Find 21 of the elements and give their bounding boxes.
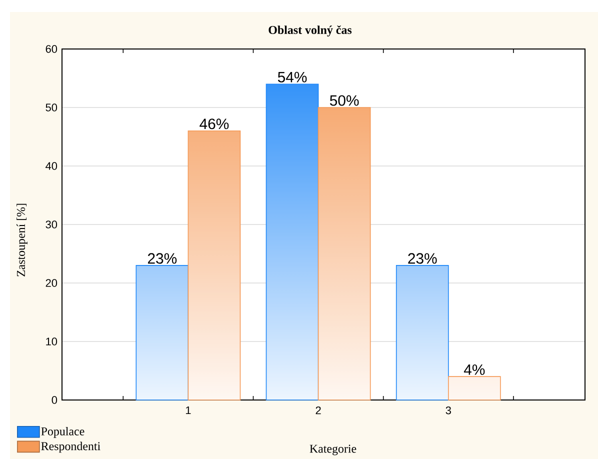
x-tick-label: 2 <box>316 406 321 414</box>
y-tick-label: 40 <box>46 162 58 170</box>
data-label: 54% <box>278 72 307 82</box>
data-label: 23% <box>148 253 177 264</box>
x-tick-label: 3 <box>446 406 451 414</box>
y-tick-label: 0 <box>52 396 58 404</box>
legend-label: Populace <box>41 426 84 438</box>
y-axis-title: Zastoupení [%] <box>16 204 28 276</box>
legend-label: Respondenti <box>41 442 100 453</box>
y-tick-label: 50 <box>46 104 58 112</box>
x-axis-title: Kategorie <box>310 444 356 456</box>
data-label: 46% <box>200 118 229 130</box>
y-tick-label: 30 <box>46 220 58 228</box>
y-tick-label: 60 <box>46 45 58 53</box>
y-tick-label: 10 <box>46 338 58 346</box>
data-label: 4% <box>464 364 485 375</box>
data-label: 23% <box>408 253 437 264</box>
y-tick-label: 20 <box>46 279 58 287</box>
chart-title: Oblast volný čas <box>268 25 352 36</box>
data-label: 50% <box>330 95 359 106</box>
x-tick-label: 1 <box>186 406 191 414</box>
